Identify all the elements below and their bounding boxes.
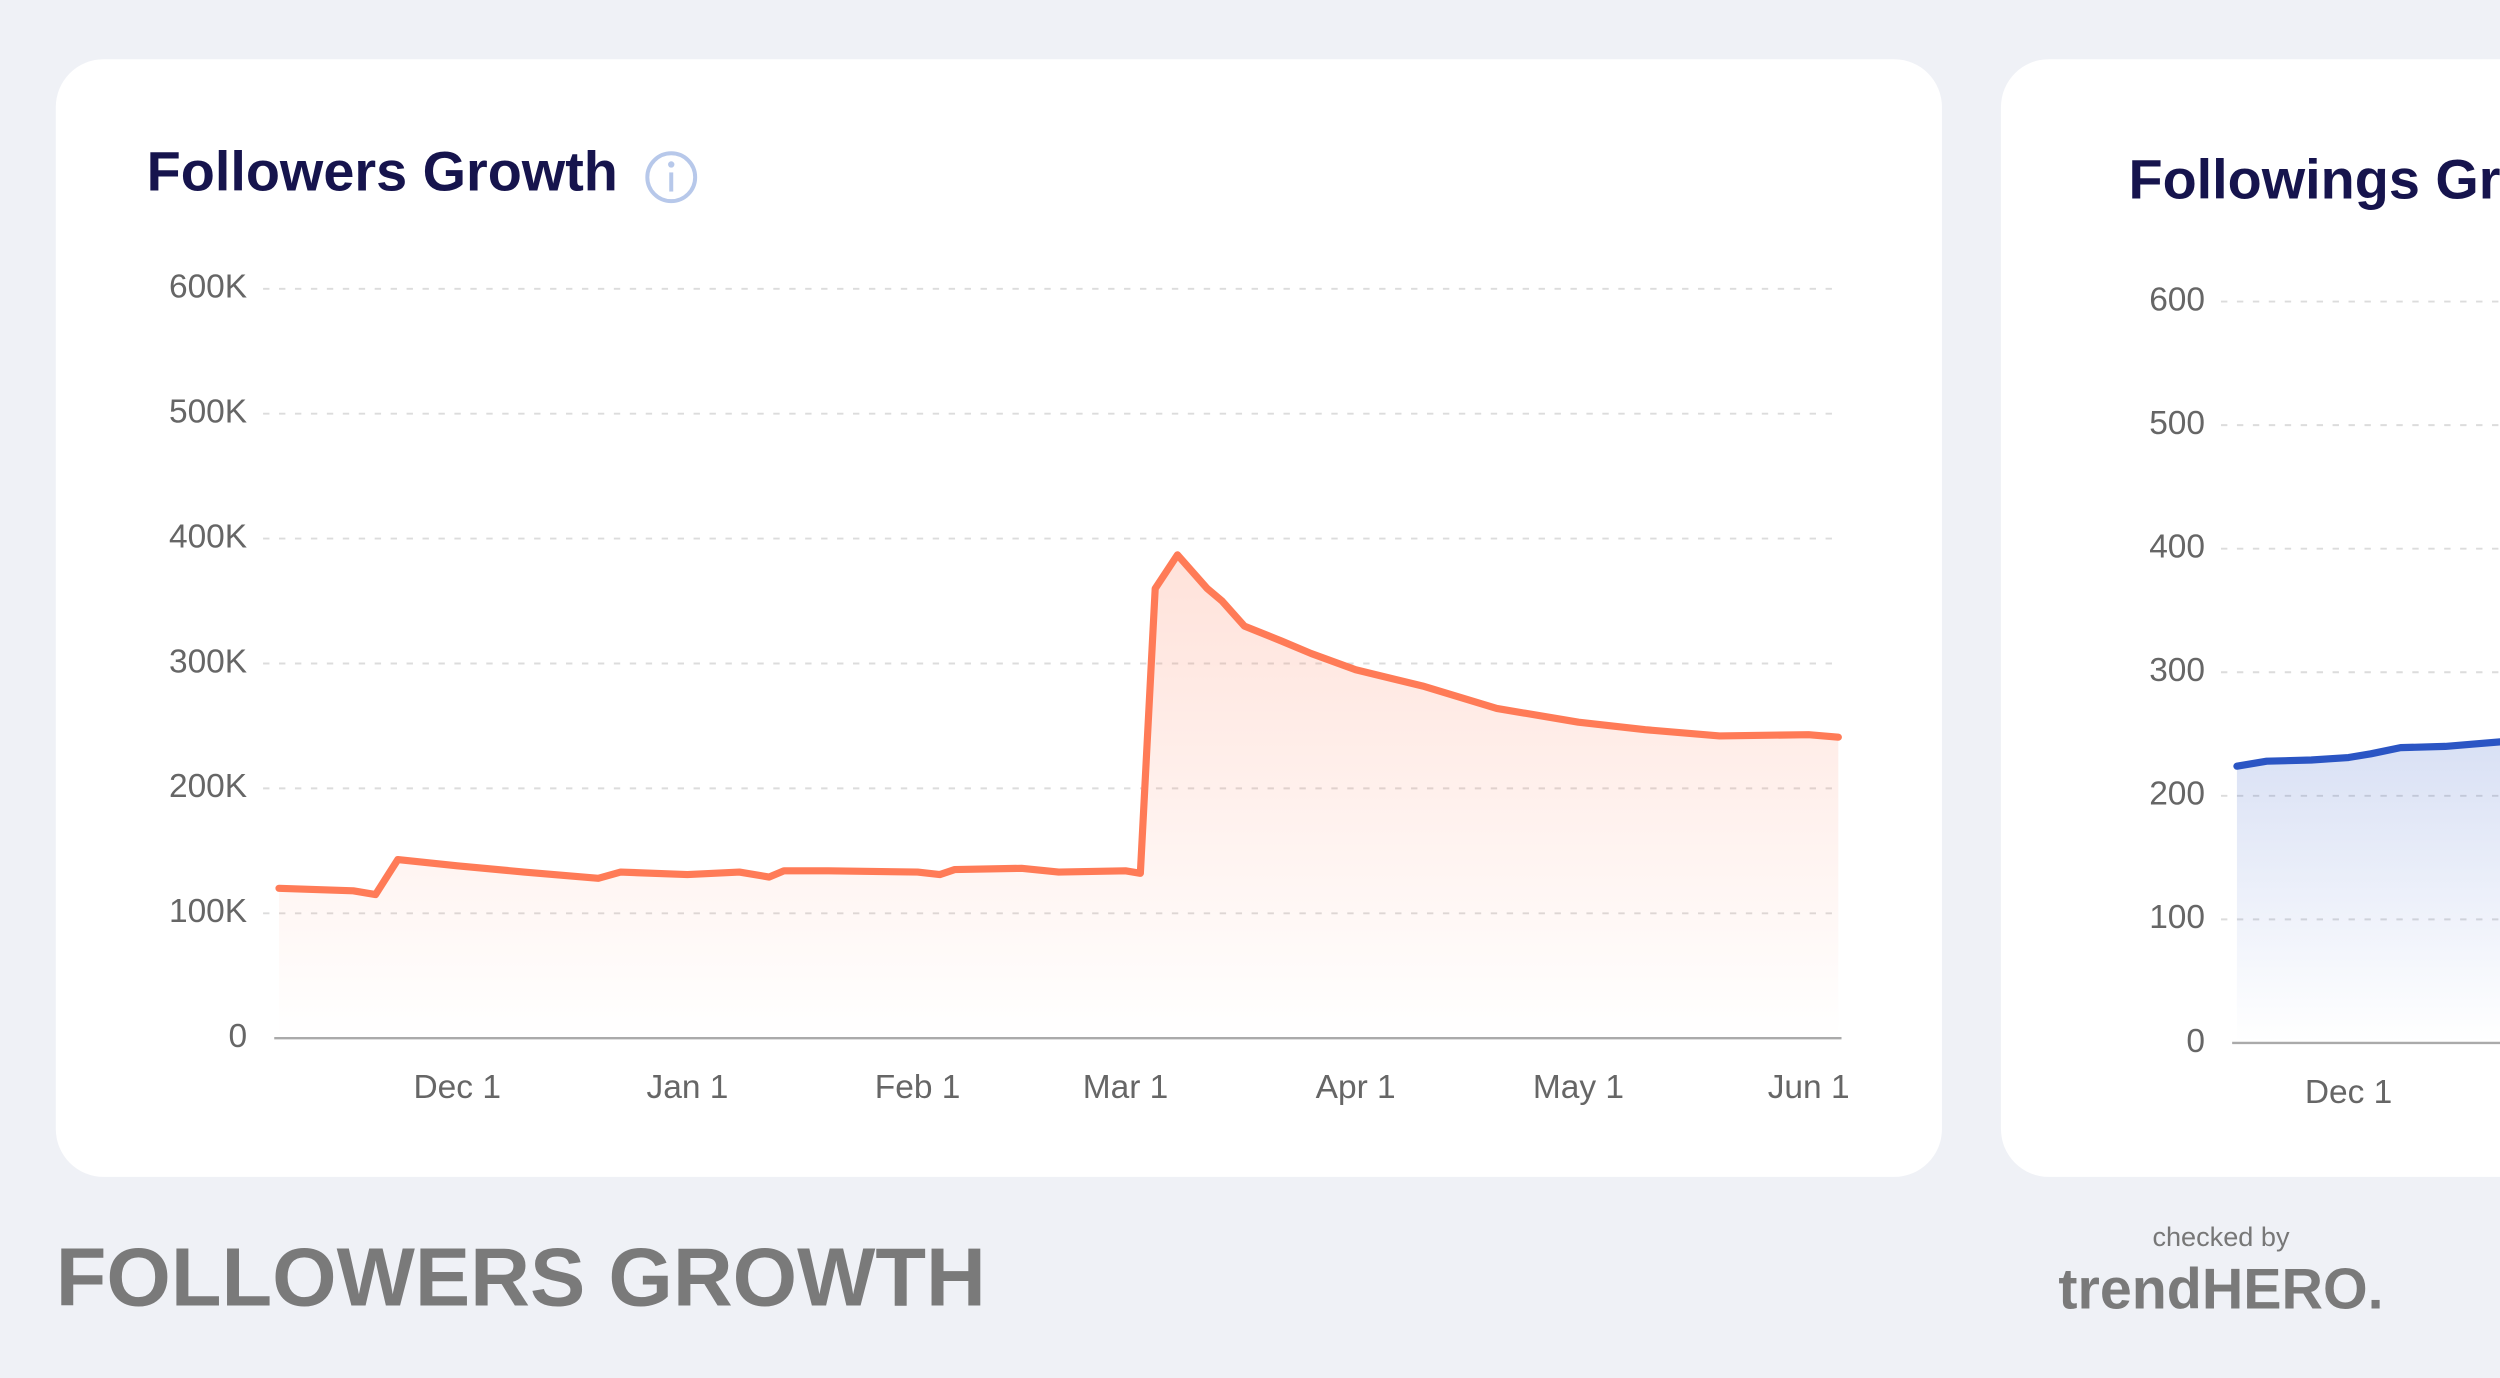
y-tick-label: 200 xyxy=(2149,776,2205,813)
info-icon[interactable] xyxy=(645,151,698,204)
x-tick-label: Feb 1 xyxy=(875,1069,961,1106)
line xyxy=(275,551,1842,899)
checked-by: checked by xyxy=(2152,1221,2290,1252)
y-tick-label: 500 xyxy=(2149,405,2205,442)
y-tick-label: 100 xyxy=(2149,899,2205,936)
x-tick-label: Jan 1 xyxy=(646,1069,728,1106)
x-tick-label: Apr 1 xyxy=(1316,1069,1396,1106)
x-tick-label: Dec 1 xyxy=(2305,1074,2392,1111)
y-tick-label: 0 xyxy=(2186,1023,2205,1060)
x-tick-label: May 1 xyxy=(1533,1069,1624,1106)
y-tick-label: 600K xyxy=(169,269,247,306)
y-tick-label: 500K xyxy=(169,394,247,431)
y-tick-label: 100K xyxy=(169,893,247,930)
x-tick-label: Jun 1 xyxy=(1768,1069,1850,1106)
line xyxy=(2233,738,2500,770)
y-tick-label: 400K xyxy=(169,518,247,555)
y-tick-label: 300K xyxy=(169,643,247,680)
y-tick-label: 0 xyxy=(229,1018,248,1055)
y-tick-label: 600 xyxy=(2149,281,2205,318)
area-fill xyxy=(279,554,1839,1039)
y-tick-label: 400 xyxy=(2149,529,2205,566)
chart-title: Followers Growth xyxy=(147,139,618,202)
x-tick-label: Mar 1 xyxy=(1083,1069,1169,1106)
y-tick-label: 200K xyxy=(169,768,247,805)
y-tick-label: 300 xyxy=(2149,652,2205,689)
x-tick-label: Dec 1 xyxy=(414,1069,501,1106)
caption: FOLLOWERS GROWTH xyxy=(56,1231,986,1324)
area-fill xyxy=(2236,741,2500,1043)
chart-title: Followings Gr xyxy=(2129,147,2500,210)
logo: trendHERO. xyxy=(2058,1257,2383,1321)
